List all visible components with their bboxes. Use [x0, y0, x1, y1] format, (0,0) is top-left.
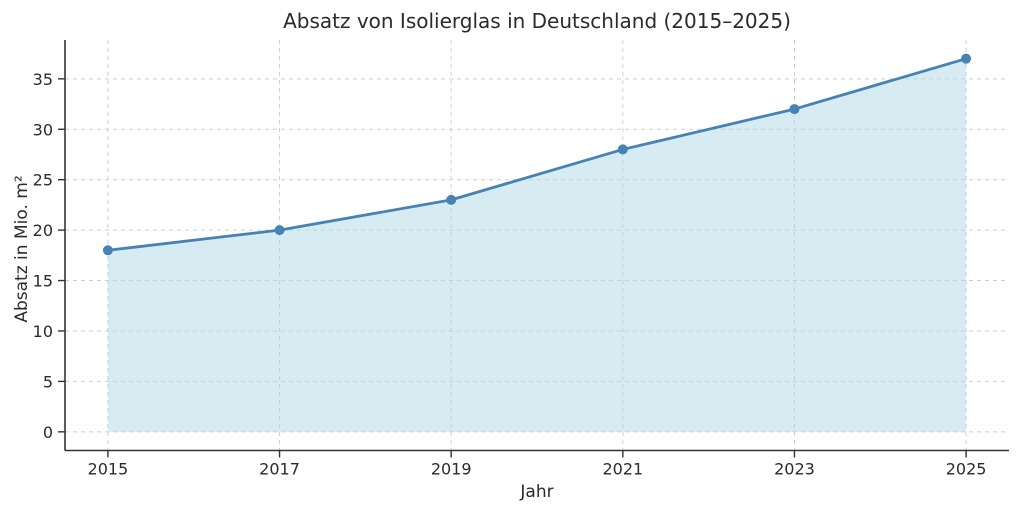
y-tick-label: 10	[33, 322, 53, 341]
x-tick-label: 2019	[431, 460, 472, 479]
data-point	[102, 245, 113, 256]
y-tick-label: 30	[33, 120, 53, 139]
data-point	[617, 144, 628, 155]
data-point	[274, 225, 285, 236]
chart-title: Absatz von Isolierglas in Deutschland (2…	[283, 9, 791, 33]
x-tick-label: 2021	[602, 460, 643, 479]
y-axis-label: Absatz in Mio. m²	[12, 175, 32, 323]
area-fill	[107, 58, 967, 432]
x-tick-label: 2025	[946, 460, 987, 479]
data-point	[446, 194, 457, 205]
x-axis-label: Jahr	[520, 482, 554, 502]
data-point	[789, 104, 800, 115]
y-tick-label: 15	[33, 272, 53, 291]
y-tick-label: 20	[33, 221, 53, 240]
y-tick-label: 35	[33, 70, 53, 89]
x-tick-label: 2023	[774, 460, 815, 479]
data-point	[961, 53, 972, 64]
x-tick-label: 2017	[259, 460, 300, 479]
y-tick-label: 25	[33, 171, 53, 190]
y-tick-label: 0	[43, 423, 53, 442]
y-tick-label: 5	[43, 372, 53, 391]
x-tick-label: 2015	[88, 460, 129, 479]
data-line	[107, 57, 967, 252]
